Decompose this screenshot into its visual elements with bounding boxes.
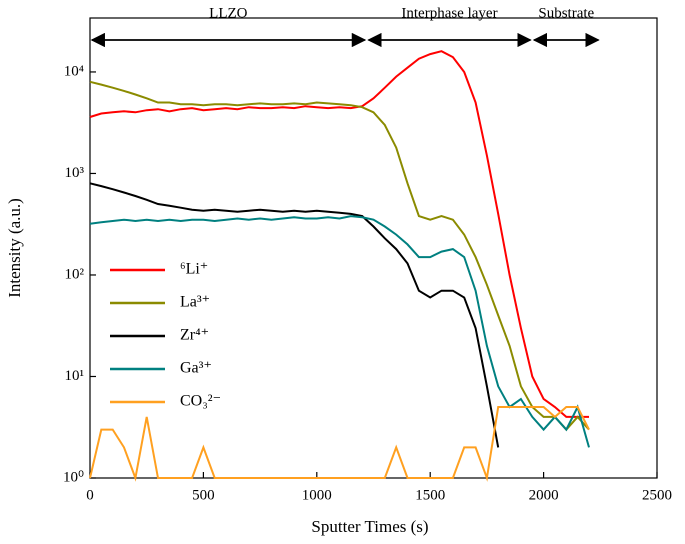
y-tick-label: 10² xyxy=(65,266,85,282)
y-tick-label: 10⁰ xyxy=(63,469,84,485)
legend-label: La³⁺ xyxy=(180,294,210,311)
y-tick-label: 10¹ xyxy=(65,368,85,384)
y-axis-label: Intensity (a.u.) xyxy=(5,198,24,298)
annotation-label: Interphase layer xyxy=(401,5,497,21)
annotation-label: Substrate xyxy=(538,5,594,21)
y-tick-label: 10⁴ xyxy=(64,63,84,79)
x-axis-label: Sputter Times (s) xyxy=(311,517,428,536)
x-tick-label: 0 xyxy=(86,487,94,503)
legend-label: CO₃²⁻ xyxy=(180,393,221,410)
x-tick-label: 1500 xyxy=(415,487,445,503)
legend-label: Zr⁴⁺ xyxy=(180,327,209,344)
plot-frame xyxy=(89,17,658,479)
annotation-label: LLZO xyxy=(209,5,247,21)
series-line xyxy=(89,50,589,418)
x-tick-label: 2500 xyxy=(642,487,672,503)
series-line xyxy=(89,215,590,448)
x-tick-label: 1000 xyxy=(302,487,332,503)
series-line xyxy=(89,406,590,482)
x-tick-label: 500 xyxy=(192,487,215,503)
series-line xyxy=(89,182,500,448)
legend-label: ⁶Li⁺ xyxy=(180,261,208,278)
series-line xyxy=(89,80,590,432)
x-tick-label: 2000 xyxy=(529,487,559,503)
y-tick-label: 10³ xyxy=(65,165,85,181)
legend-label: Ga³⁺ xyxy=(180,360,212,377)
